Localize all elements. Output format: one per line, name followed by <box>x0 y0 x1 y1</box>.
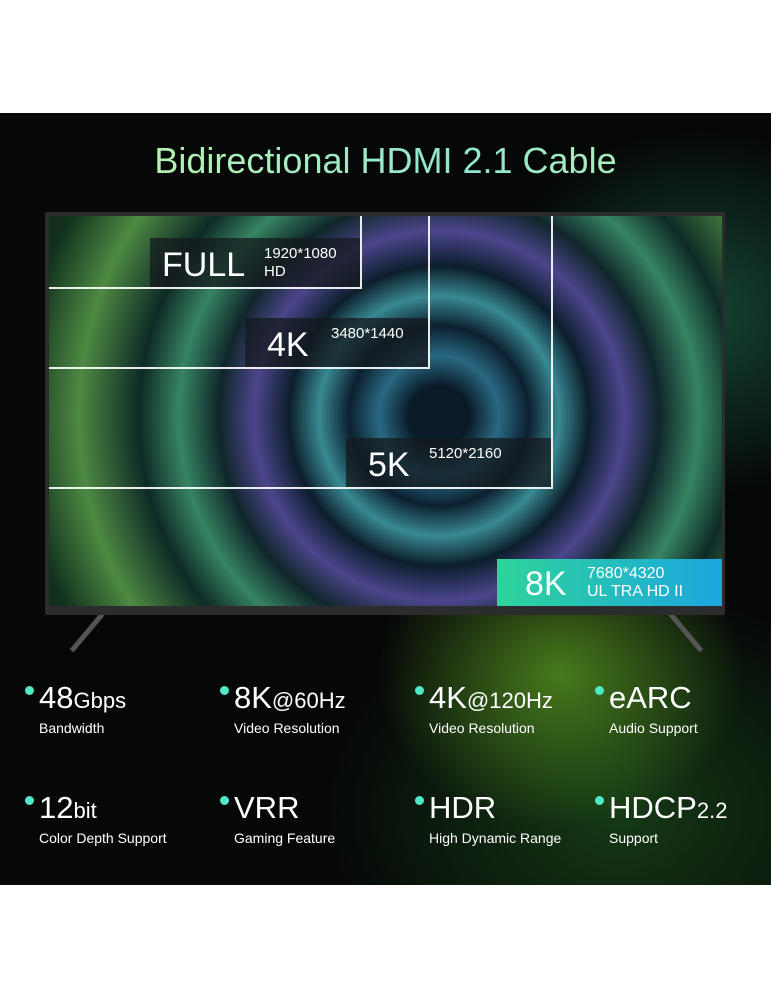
4k-res: 3480*1440 <box>331 325 404 342</box>
8k-subtitle: UL TRA HD II <box>587 583 684 600</box>
feature-label: Bandwidth <box>39 720 105 736</box>
feature-value: HDCP2.2 <box>609 790 727 826</box>
5k-res: 5120*2160 <box>429 445 502 462</box>
8k-name: 8K <box>525 565 567 603</box>
fullhd-label: FULL 1920*1080 HD <box>150 238 360 287</box>
fullhd-hd: HD <box>264 263 286 280</box>
feature-value: VRR <box>234 790 299 826</box>
feature-value: 8K@60Hz <box>234 680 346 716</box>
feature-label: Gaming Feature <box>234 830 336 846</box>
5k-name: 5K <box>368 446 410 484</box>
feature-value-number: 48 <box>39 680 74 715</box>
feature-value-unit: 2.2 <box>696 798 728 823</box>
feature-value: 48Gbps <box>39 680 126 716</box>
feature-value: HDR <box>429 790 496 826</box>
4k-outline <box>49 216 430 369</box>
feature-value-number: VRR <box>234 790 300 825</box>
5k-outline <box>49 216 553 489</box>
4k-label: 4K 3480*1440 <box>245 318 428 367</box>
feature-label: High Dynamic Range <box>429 830 562 846</box>
banner-title: Bidirectional HDMI 2.1 Cable <box>0 140 771 182</box>
feature-value-number: eARC <box>609 680 692 715</box>
bullet-icon <box>220 686 229 695</box>
feature-value-number: 8K <box>234 680 272 715</box>
feature-label: Audio Support <box>609 720 698 736</box>
feature-value-number: HDCP <box>609 790 697 825</box>
bullet-icon <box>25 686 34 695</box>
feature-value: eARC <box>609 680 692 716</box>
feature-value-unit: @120Hz <box>466 688 553 713</box>
bullet-icon <box>220 796 229 805</box>
feature-value-unit: bit <box>73 798 97 823</box>
feature-value-number: HDR <box>429 790 497 825</box>
bullet-icon <box>595 796 604 805</box>
feature-value-number: 12 <box>39 790 74 825</box>
feature-label: Color Depth Support <box>39 830 167 846</box>
bullet-icon <box>415 796 424 805</box>
feature-value-unit: @60Hz <box>271 688 346 713</box>
bullet-icon <box>415 686 424 695</box>
feature-label: Support <box>609 830 659 846</box>
feature-label: Video Resolution <box>234 720 340 736</box>
fullhd-name: FULL <box>162 246 246 284</box>
4k-name: 4K <box>267 326 309 364</box>
feature-value: 12bit <box>39 790 97 826</box>
bullet-icon <box>25 796 34 805</box>
fullhd-res: 1920*1080 <box>264 245 337 262</box>
8k-badge: 8K 7680*4320 UL TRA HD II <box>497 559 722 606</box>
5k-label: 5K 5120*2160 <box>346 438 551 487</box>
feature-label: Video Resolution <box>429 720 535 736</box>
fullhd-outline <box>49 216 362 289</box>
8k-res: 7680*4320 <box>587 565 665 582</box>
feature-value-unit: Gbps <box>73 688 127 713</box>
feature-value-number: 4K <box>429 680 467 715</box>
feature-value: 4K@120Hz <box>429 680 553 716</box>
bullet-icon <box>595 686 604 695</box>
